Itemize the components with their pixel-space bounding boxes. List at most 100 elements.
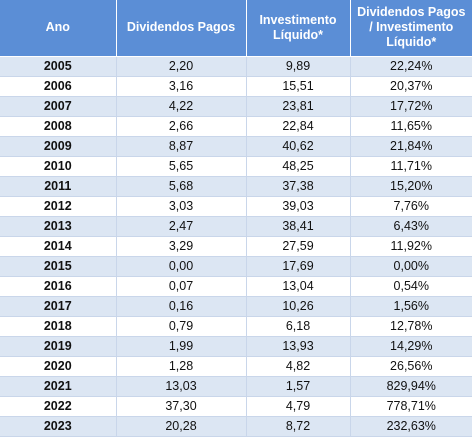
table-row: 2016 0,07 13,04 0,54% [0, 276, 472, 297]
header-ano: Ano [0, 0, 117, 57]
cell-investimento: 38,41 [246, 216, 351, 237]
table-header: Ano Dividendos Pagos Investimento Líquid… [0, 0, 472, 57]
header-dividendos-pagos: Dividendos Pagos [116, 0, 247, 57]
cell-ano: 2010 [0, 156, 117, 177]
cell-ano: 2013 [0, 216, 117, 237]
cell-investimento: 9,89 [246, 56, 351, 77]
cell-dividendos: 2,66 [116, 116, 247, 137]
cell-ratio: 778,71% [350, 396, 472, 417]
cell-ratio: 21,84% [350, 136, 472, 157]
cell-ratio: 11,92% [350, 236, 472, 257]
table-row: 2012 3,03 39,03 7,76% [0, 196, 472, 217]
cell-dividendos: 0,16 [116, 296, 247, 317]
cell-ratio: 11,71% [350, 156, 472, 177]
cell-investimento: 8,72 [246, 416, 351, 437]
cell-ratio: 20,37% [350, 76, 472, 97]
cell-ratio: 22,24% [350, 56, 472, 77]
cell-ratio: 12,78% [350, 316, 472, 337]
cell-investimento: 27,59 [246, 236, 351, 257]
table-row: 2013 2,47 38,41 6,43% [0, 216, 472, 237]
cell-investimento: 4,82 [246, 356, 351, 377]
cell-dividendos: 1,99 [116, 336, 247, 357]
table-row: 2017 0,16 10,26 1,56% [0, 296, 472, 317]
cell-dividendos: 3,16 [116, 76, 247, 97]
cell-dividendos: 3,29 [116, 236, 247, 257]
cell-dividendos: 5,68 [116, 176, 247, 197]
table-row: 2021 13,03 1,57 829,94% [0, 376, 472, 397]
header-investimento-liquido: Investimento Líquido* [246, 0, 351, 57]
cell-investimento: 48,25 [246, 156, 351, 177]
header-row: Ano Dividendos Pagos Investimento Líquid… [0, 0, 472, 57]
cell-investimento: 6,18 [246, 316, 351, 337]
cell-ano: 2016 [0, 276, 117, 297]
header-ratio: Dividendos Pagos / Investimento Líquido* [350, 0, 472, 57]
cell-dividendos: 0,07 [116, 276, 247, 297]
cell-ano: 2011 [0, 176, 117, 197]
cell-ratio: 0,00% [350, 256, 472, 277]
table-row: 2009 8,87 40,62 21,84% [0, 136, 472, 157]
cell-ano: 2021 [0, 376, 117, 397]
cell-ratio: 17,72% [350, 96, 472, 117]
table-row: 2008 2,66 22,84 11,65% [0, 116, 472, 137]
cell-dividendos: 5,65 [116, 156, 247, 177]
table-row: 2015 0,00 17,69 0,00% [0, 256, 472, 277]
cell-ratio: 7,76% [350, 196, 472, 217]
table-row: 2018 0,79 6,18 12,78% [0, 316, 472, 337]
cell-ano: 2019 [0, 336, 117, 357]
cell-investimento: 13,04 [246, 276, 351, 297]
cell-ano: 2014 [0, 236, 117, 257]
table-row: 2020 1,28 4,82 26,56% [0, 356, 472, 377]
table-row: 2014 3,29 27,59 11,92% [0, 236, 472, 257]
table-row: 2011 5,68 37,38 15,20% [0, 176, 472, 197]
cell-ratio: 0,54% [350, 276, 472, 297]
cell-dividendos: 1,28 [116, 356, 247, 377]
table-row: 2005 2,20 9,89 22,24% [0, 56, 472, 77]
cell-dividendos: 3,03 [116, 196, 247, 217]
table-row: 2006 3,16 15,51 20,37% [0, 76, 472, 97]
cell-investimento: 4,79 [246, 396, 351, 417]
table-row: 2022 37,30 4,79 778,71% [0, 396, 472, 417]
cell-dividendos: 2,20 [116, 56, 247, 77]
table-row: 2010 5,65 48,25 11,71% [0, 156, 472, 177]
cell-ano: 2023 [0, 416, 117, 437]
cell-ano: 2005 [0, 56, 117, 77]
table-body: 2005 2,20 9,89 22,24% 2006 3,16 15,51 20… [0, 56, 472, 437]
cell-ratio: 11,65% [350, 116, 472, 137]
cell-investimento: 1,57 [246, 376, 351, 397]
cell-ratio: 232,63% [350, 416, 472, 437]
cell-investimento: 17,69 [246, 256, 351, 277]
cell-dividendos: 8,87 [116, 136, 247, 157]
table-row: 2007 4,22 23,81 17,72% [0, 96, 472, 117]
cell-dividendos: 20,28 [116, 416, 247, 437]
cell-dividendos: 4,22 [116, 96, 247, 117]
cell-dividendos: 37,30 [116, 396, 247, 417]
cell-ano: 2007 [0, 96, 117, 117]
cell-dividendos: 13,03 [116, 376, 247, 397]
cell-ratio: 1,56% [350, 296, 472, 317]
table-row: 2023 20,28 8,72 232,63% [0, 416, 472, 437]
cell-ano: 2009 [0, 136, 117, 157]
cell-dividendos: 0,00 [116, 256, 247, 277]
cell-ano: 2020 [0, 356, 117, 377]
cell-ratio: 15,20% [350, 176, 472, 197]
cell-ratio: 6,43% [350, 216, 472, 237]
cell-ano: 2008 [0, 116, 117, 137]
cell-ano: 2022 [0, 396, 117, 417]
cell-ano: 2006 [0, 76, 117, 97]
cell-investimento: 37,38 [246, 176, 351, 197]
cell-investimento: 23,81 [246, 96, 351, 117]
cell-investimento: 13,93 [246, 336, 351, 357]
cell-ratio: 26,56% [350, 356, 472, 377]
table-row: 2019 1,99 13,93 14,29% [0, 336, 472, 357]
cell-dividendos: 2,47 [116, 216, 247, 237]
cell-dividendos: 0,79 [116, 316, 247, 337]
cell-ano: 2015 [0, 256, 117, 277]
cell-investimento: 39,03 [246, 196, 351, 217]
cell-ano: 2017 [0, 296, 117, 317]
cell-investimento: 10,26 [246, 296, 351, 317]
cell-ratio: 829,94% [350, 376, 472, 397]
cell-investimento: 40,62 [246, 136, 351, 157]
cell-ano: 2012 [0, 196, 117, 217]
cell-investimento: 22,84 [246, 116, 351, 137]
